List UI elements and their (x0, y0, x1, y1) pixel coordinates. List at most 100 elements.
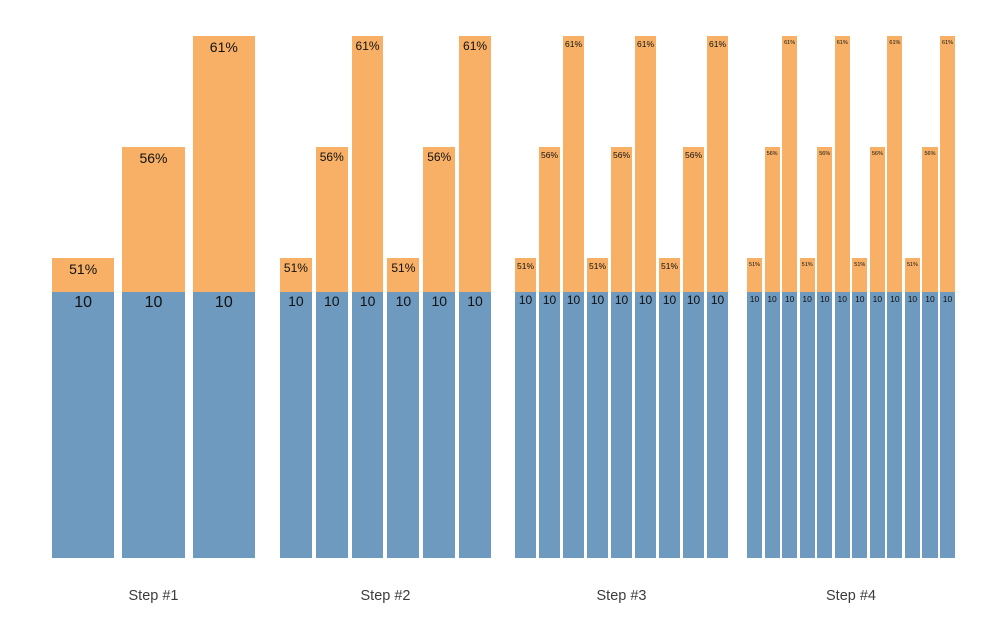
bar-top-segment: 56% (869, 147, 885, 292)
bar-base-segment: 10 (764, 292, 780, 558)
bar-top-segment: 61% (459, 36, 491, 292)
bar-top-segment: 56% (922, 147, 938, 292)
bar-base-segment: 10 (587, 292, 608, 558)
bar-base-label: 10 (359, 293, 376, 309)
bar: 56% 10 (817, 147, 833, 558)
bar-pct-label: 56% (427, 150, 452, 164)
bar-top-segment: 61% (834, 36, 850, 292)
bar-pct-label: 61% (942, 40, 954, 46)
bar-top-segment: 51% (387, 258, 420, 292)
bar-base-segment: 10 (817, 292, 833, 558)
bar-pct-label: 61% (355, 39, 380, 53)
bar-pct-label: 61% (784, 40, 796, 46)
bar-pct-label: 51% (283, 261, 308, 275)
bar: 61% 10 (887, 36, 903, 558)
bar: 51% 10 (587, 258, 608, 558)
bar-top-segment: 61% (707, 36, 728, 292)
bar: 61% 10 (192, 36, 255, 558)
bar-top-segment: 51% (52, 258, 115, 292)
bar-base-segment: 10 (683, 292, 704, 558)
bar-pct-label: 56% (319, 150, 344, 164)
bar-base-label: 10 (784, 294, 795, 304)
bar: 51% 10 (387, 258, 420, 558)
bar-top-segment: 61% (782, 36, 798, 292)
bar-base-segment: 10 (834, 292, 850, 558)
bar-base-label: 10 (323, 293, 340, 309)
bar: 56% 10 (122, 147, 185, 558)
bar: 56% 10 (315, 147, 348, 558)
bar: 56% 10 (922, 147, 938, 558)
bar: 51% 10 (852, 258, 868, 558)
bar-base-segment: 10 (635, 292, 656, 558)
bar-pct-label: 51% (516, 261, 534, 271)
bar-pct-label: 56% (139, 150, 168, 166)
bar: 61% 10 (834, 36, 850, 558)
bar-top-segment: 51% (747, 258, 763, 292)
bar-base-label: 10 (686, 293, 701, 307)
bar: 51% 10 (799, 258, 815, 558)
group-label: Step #2 (360, 588, 411, 604)
bar-base-segment: 10 (887, 292, 903, 558)
bar-base-label: 10 (907, 294, 918, 304)
bar-base-label: 10 (837, 294, 847, 304)
bar: 61% 10 (459, 36, 491, 558)
bar-pct-label: 56% (819, 151, 831, 157)
bar-top-segment: 51% (659, 258, 680, 292)
bar: 56% 10 (764, 147, 780, 558)
bar-pct-label: 61% (209, 39, 238, 55)
bar-top-segment: 56% (315, 147, 348, 292)
bar: 51% 10 (904, 258, 920, 558)
bar-base-segment: 10 (280, 292, 312, 558)
bar-pct-label: 51% (69, 261, 98, 277)
group-label: Step #1 (128, 588, 179, 604)
bar-top-segment: 61% (940, 36, 956, 292)
bar-top-segment: 56% (423, 147, 456, 292)
bar: 61% 10 (635, 36, 656, 558)
bar-top-segment: 61% (351, 36, 384, 292)
bar-base-segment: 10 (611, 292, 632, 558)
bar-base-label: 10 (518, 293, 533, 307)
bar-base-label: 10 (942, 294, 953, 304)
bar-pct-label: 56% (766, 151, 778, 157)
bar-pct-label: 56% (871, 151, 883, 157)
bar-base-segment: 10 (940, 292, 956, 558)
bar-top-segment: 51% (799, 258, 815, 292)
bar-base-segment: 10 (423, 292, 456, 558)
bar-base-segment: 10 (563, 292, 584, 558)
bar: 51% 10 (280, 258, 312, 558)
bar-top-segment: 56% (539, 147, 560, 292)
bar-group: 51% 10 56% 10 61% 10 (52, 36, 255, 558)
bar-pct-label: 61% (889, 40, 901, 46)
bar-top-segment: 61% (887, 36, 903, 292)
bar: 51% 10 (52, 258, 115, 558)
bar-base-label: 10 (710, 293, 725, 307)
bar-top-segment: 61% (635, 36, 656, 292)
bar-base-segment: 10 (904, 292, 920, 558)
bar-base-label: 10 (431, 293, 448, 309)
bar-base-segment: 10 (351, 292, 384, 558)
bar: 51% 10 (747, 258, 763, 558)
bar-pct-label: 56% (684, 150, 702, 160)
bar-pct-label: 51% (660, 261, 678, 271)
bar-pct-label: 51% (801, 262, 813, 268)
bar-base-segment: 10 (122, 292, 185, 558)
bar-base-label: 10 (542, 293, 557, 307)
bar-top-segment: 56% (764, 147, 780, 292)
bar-base-label: 10 (144, 294, 163, 311)
bar-base-segment: 10 (869, 292, 885, 558)
bar-group: 51% 10 56% 10 61% 10 51% 10 56% 10 61% 10 51% 10 56% 10… (747, 36, 956, 558)
bar-pct-label: 61% (636, 39, 654, 49)
group-label: Step #3 (596, 588, 647, 604)
bar-top-segment: 56% (611, 147, 632, 292)
bar-base-label: 10 (872, 294, 883, 304)
bar-top-segment: 56% (122, 147, 185, 292)
bar-pct-label: 61% (564, 39, 582, 49)
bar-base-segment: 10 (782, 292, 798, 558)
bar-pct-label: 61% (836, 40, 848, 46)
bar-base-segment: 10 (659, 292, 680, 558)
bar-base-label: 10 (749, 294, 760, 304)
bar: 56% 10 (611, 147, 632, 558)
bar: 61% 10 (351, 36, 384, 558)
bar-group: 51% 10 56% 10 61% 10 51% 10 56% 10 61% 10 (280, 36, 491, 558)
